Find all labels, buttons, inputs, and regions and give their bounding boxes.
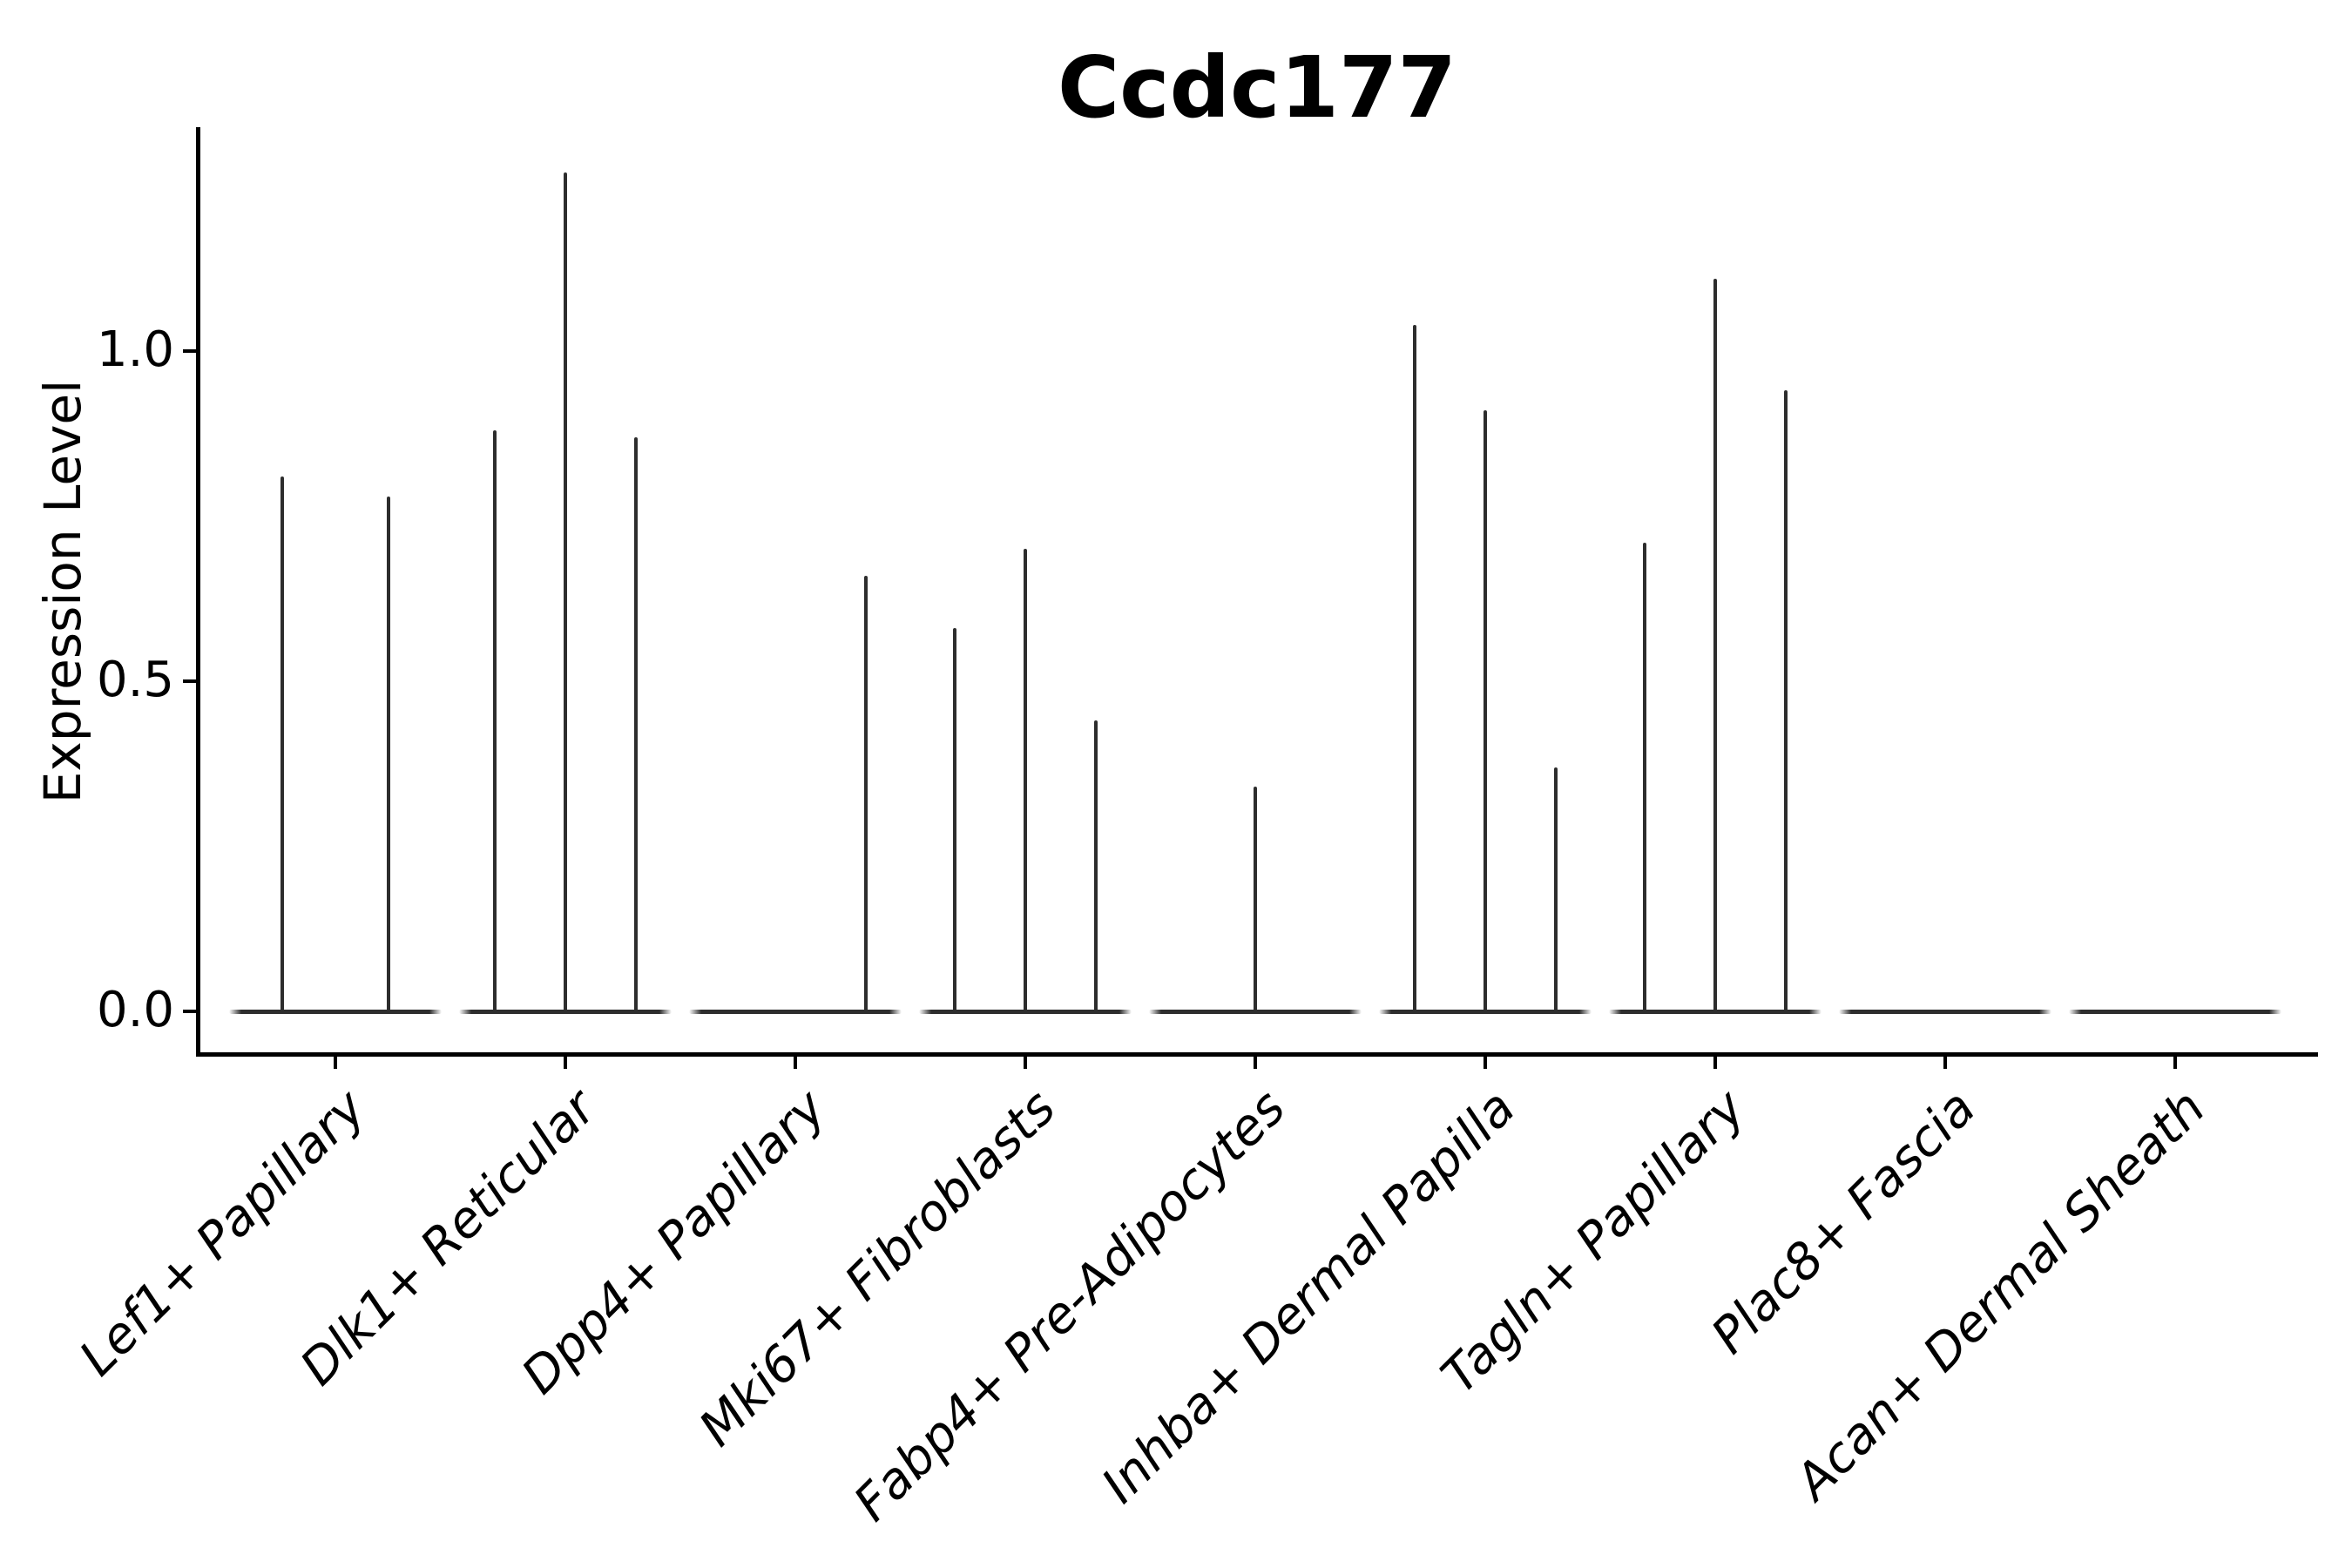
violin-spike [564,172,567,1013]
violin-baseline [2069,1010,2281,1014]
violin-baseline [229,1010,442,1014]
x-axis-spine [196,1052,2318,1057]
chart-title: Ccdc177 [1057,38,1457,137]
y-axis-tick [183,349,196,353]
violin-spike [1094,720,1098,1013]
y-axis-tick-label: 0.0 [96,982,174,1038]
y-axis-tick [183,1010,196,1013]
violin-spike [1713,278,1717,1013]
violin-spike [1412,324,1416,1013]
violin-baseline [689,1010,902,1014]
x-axis-tick-label: Acan+ Dermal Sheath [1784,1078,2217,1511]
violin-spike [952,628,956,1013]
violin-spike [1254,787,1257,1013]
violin-spike [1484,410,1487,1013]
violin-spike [1024,549,1027,1013]
x-axis-tick [794,1057,797,1069]
x-axis-tick-label: Fabp4+ Pre-Adipocytes [842,1078,1297,1533]
y-axis-tick-label: 0.5 [96,652,174,708]
x-axis-tick [2173,1057,2177,1069]
violin-spike [1784,390,1788,1013]
x-axis-tick [1943,1057,1947,1069]
x-axis-tick [564,1057,567,1069]
x-axis-tick [334,1057,337,1069]
y-axis-tick-label: 1.0 [96,321,174,378]
y-axis-spine [196,127,200,1057]
x-axis-tick-label: Inhba+ Dermal Papilla [1091,1078,1527,1515]
violin-spike [280,476,284,1013]
x-axis-tick [1713,1057,1717,1069]
violin-spike [492,429,497,1013]
x-axis-tick [1484,1057,1487,1069]
violin-spike [1642,542,1646,1013]
y-axis-label: Expression Level [33,379,92,804]
violin-spike [387,496,390,1013]
violin-baseline [1839,1010,2051,1014]
violin-spike [634,436,639,1013]
x-axis-tick [1254,1057,1257,1069]
y-axis-tick [183,679,196,683]
violin-spike [1554,767,1558,1013]
violin-spike [864,575,868,1013]
x-axis-tick [1024,1057,1027,1069]
